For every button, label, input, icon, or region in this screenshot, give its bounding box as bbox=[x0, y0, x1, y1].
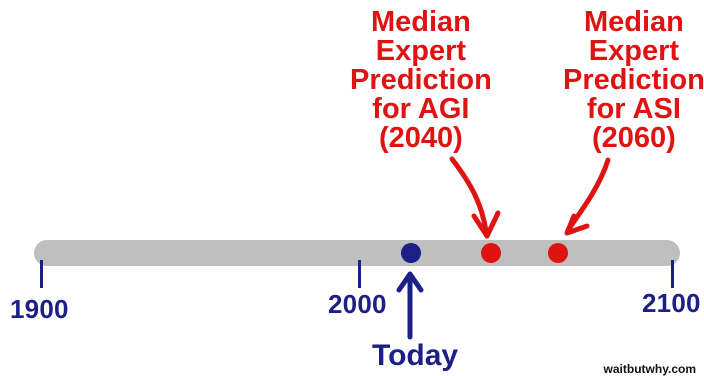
today-arrow bbox=[396, 271, 424, 340]
today-dot bbox=[401, 243, 421, 263]
agi-line-2: Expert bbox=[375, 35, 467, 67]
agi-line-1: Median bbox=[370, 6, 471, 38]
year-label-2100: 2100 bbox=[642, 288, 701, 318]
asi-arrow bbox=[564, 157, 611, 236]
asi-arrow-head bbox=[564, 213, 590, 236]
asi-line-1: Median bbox=[583, 6, 684, 38]
agi-arrow-shaft bbox=[449, 156, 489, 234]
tick-2000 bbox=[358, 260, 361, 288]
agi-dot bbox=[481, 243, 501, 263]
agi-prediction-label: Median Expert Prediction for AGI (2040) bbox=[350, 8, 492, 153]
agi-arrow bbox=[449, 156, 501, 239]
asi-line-4: for ASI bbox=[586, 93, 681, 125]
year-label-2000: 2000 bbox=[328, 289, 387, 319]
website-credit: waitbutwhy.com bbox=[603, 362, 696, 376]
year-label-1900: 1900 bbox=[10, 294, 69, 324]
agi-arrow-head bbox=[471, 210, 501, 239]
asi-line-5: (2060) bbox=[591, 122, 676, 154]
asi-dot bbox=[548, 243, 568, 263]
agi-line-5: (2040) bbox=[378, 122, 463, 154]
today-arrow-head bbox=[396, 271, 424, 293]
tick-1900 bbox=[40, 260, 43, 288]
asi-line-2: Expert bbox=[588, 35, 680, 67]
asi-line-3: Prediction bbox=[563, 64, 704, 96]
tick-2100 bbox=[671, 260, 674, 288]
agi-line-4: for AGI bbox=[372, 93, 470, 125]
today-label: Today bbox=[372, 339, 459, 372]
timeline-bar bbox=[34, 240, 680, 266]
agi-line-3: Prediction bbox=[350, 64, 492, 96]
asi-prediction-label: Median Expert Prediction for ASI (2060) bbox=[563, 8, 704, 153]
